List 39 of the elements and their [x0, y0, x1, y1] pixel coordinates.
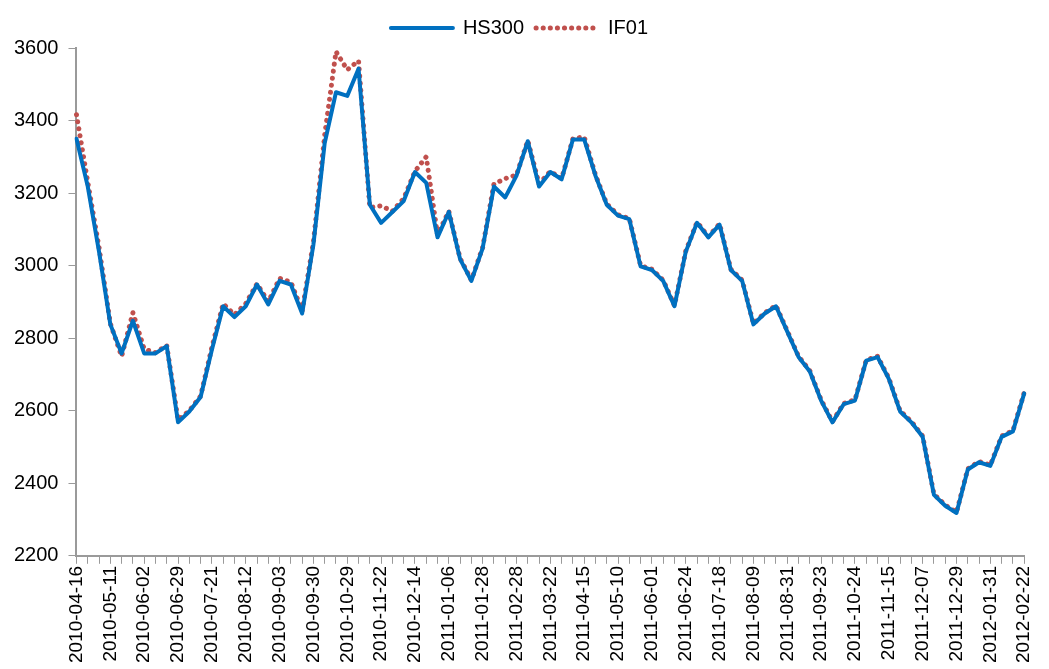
x-tick-label: 2011-04-15 [572, 565, 594, 662]
y-tick-label: 3400 [13, 108, 59, 131]
x-tick-label: 2011-12-07 [910, 565, 932, 662]
x-tick-label: 2010-07-21 [200, 565, 222, 664]
x-tick-label: 2010-09-30 [301, 565, 323, 664]
x-tick-label: 2010-06-02 [132, 565, 154, 664]
x-tick-label: 2010-09-03 [267, 565, 289, 664]
x-tick-label: 2011-10-24 [843, 565, 865, 662]
legend-label: IF01 [608, 15, 649, 38]
x-tick-label: 2011-01-06 [437, 565, 459, 662]
x-tick-label: 2011-08-31 [775, 565, 797, 662]
x-tick-label: 2011-08-09 [741, 565, 763, 662]
y-tick-label: 3200 [13, 180, 59, 203]
y-tick-label: 3600 [13, 35, 59, 58]
y-tick-label: 2200 [13, 543, 59, 566]
x-tick-label: 2010-08-12 [233, 565, 255, 664]
x-tick-label: 2011-01-28 [470, 565, 492, 662]
x-tick-label: 2011-09-23 [809, 565, 831, 662]
x-tick-label: 2011-07-18 [707, 565, 729, 662]
y-tick-label: 3000 [13, 253, 59, 276]
x-tick-label: 2011-05-10 [606, 565, 628, 662]
legend-label: HS300 [462, 15, 525, 38]
y-tick-label: 2400 [13, 470, 59, 493]
x-tick-label: 2010-12-14 [403, 565, 425, 664]
x-tick-label: 2011-02-28 [504, 565, 526, 662]
x-tick-label: 2011-06-24 [673, 565, 695, 662]
x-tick-label: 2010-04-16 [64, 565, 86, 664]
x-tick-label: 2010-06-29 [166, 565, 188, 664]
x-tick-label: 2010-10-29 [335, 565, 357, 664]
y-tick-label: 2800 [13, 325, 59, 348]
x-tick-label: 2011-03-22 [538, 565, 560, 662]
x-tick-label: 2012-02-22 [1012, 565, 1034, 664]
x-tick-label: 2012-01-31 [978, 565, 1000, 664]
x-tick-label: 2011-06-01 [640, 565, 662, 662]
x-tick-label: 2010-11-22 [369, 565, 391, 662]
y-tick-label: 2600 [13, 398, 59, 421]
x-tick-label: 2011-12-29 [944, 565, 966, 662]
x-tick-label: 2011-11-15 [877, 565, 899, 661]
x-tick-label: 2010-05-11 [98, 565, 120, 662]
